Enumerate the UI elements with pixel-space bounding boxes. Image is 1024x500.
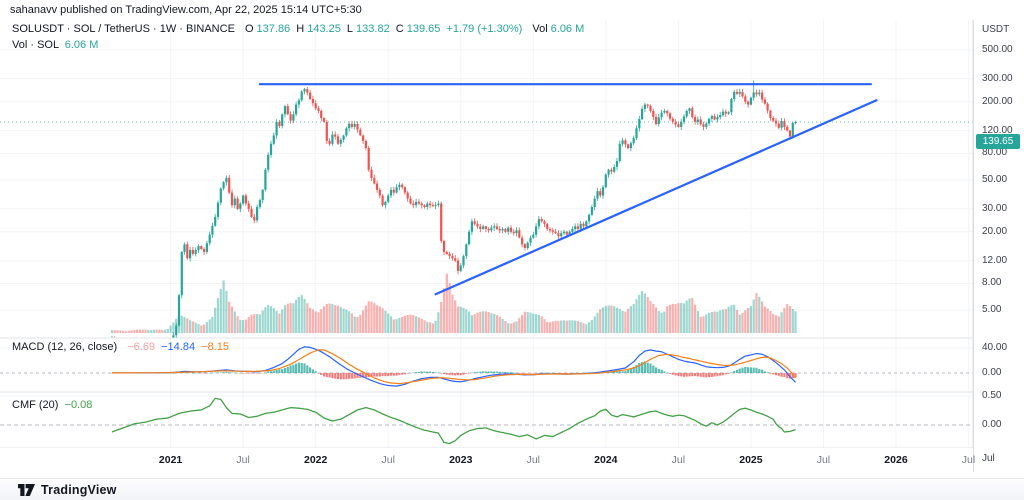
close-value: 139.65 xyxy=(406,23,441,35)
time-tick-2024: 2024 xyxy=(594,454,618,466)
macd-title[interactable]: MACD (12, 26, close) xyxy=(12,341,118,353)
open-label: O xyxy=(244,23,254,35)
price-tick-label: 5.00 xyxy=(982,304,1002,315)
low-value: 133.82 xyxy=(356,23,390,35)
time-tick-jul: Jul xyxy=(381,454,395,466)
price-tick-label: 12.00 xyxy=(982,254,1008,266)
cmf-tick-label: 0.50 xyxy=(982,390,1002,401)
close-label: C xyxy=(395,23,404,35)
time-tick-2022: 2022 xyxy=(303,454,328,466)
cmf-line xyxy=(111,397,796,445)
price-tick-label: 500.00 xyxy=(982,44,1013,55)
price-axis[interactable]: USDT 139.65 500.00 300.00 200.00 120.00 80.0… xyxy=(973,20,1024,472)
cmf-value: −0.08 xyxy=(64,399,93,411)
high-label: H xyxy=(296,23,305,35)
macd-tick-label: 40.00 xyxy=(982,342,1008,353)
tradingview-logo-icon[interactable] xyxy=(18,483,35,496)
change-value: +1.79 (+1.30%) xyxy=(446,23,523,35)
macd-tick-label: 0.00 xyxy=(982,367,1002,378)
cmf-title[interactable]: CMF (20) xyxy=(12,399,59,411)
time-tick-jul: Jul xyxy=(671,454,686,466)
price-tick-label: 20.00 xyxy=(982,225,1008,237)
time-tick-jul: Jul xyxy=(526,454,540,466)
symbol-title[interactable]: SOLUSDT · SOL / TetherUS · 1W · BINANCE xyxy=(12,23,235,35)
time-tick-jul: Jul xyxy=(961,454,976,466)
cmf-tick-label: 0.00 xyxy=(982,419,1002,430)
ascending-support xyxy=(434,99,878,296)
macd-legend[interactable]: MACD (12, 26, close) −6.69 −14.84 −8.15 xyxy=(12,341,229,353)
volume-value: 6.06 M xyxy=(550,23,585,35)
low-label: L xyxy=(346,23,354,35)
time-tick-label-axis: Jul xyxy=(982,453,995,464)
axis-currency-label: USDT xyxy=(982,24,1010,35)
publish-attribution: sahanavv published on TradingView.com, A… xyxy=(10,4,362,16)
time-tick-jul: Jul xyxy=(816,454,831,466)
time-axis[interactable]: 2021 Jul 2022 Jul 2023 Jul 2024 Jul 2025 Jul 2026 J… xyxy=(0,448,976,472)
price-tick-label: 200.00 xyxy=(982,95,1013,107)
cmf-legend[interactable]: CMF (20) −0.08 xyxy=(12,399,92,411)
candles xyxy=(111,80,797,338)
time-tick-2021: 2021 xyxy=(158,454,183,466)
volume-indicator-title[interactable]: Vol · SOL xyxy=(12,39,59,51)
volume-bars xyxy=(110,273,797,333)
last-price-badge: 139.65 xyxy=(976,134,1020,149)
volume-legend[interactable]: Vol · SOL 6.06 M xyxy=(12,39,98,51)
time-tick-2026: 2026 xyxy=(884,454,908,466)
high-value: 143.25 xyxy=(307,23,341,35)
price-tick-label: 30.00 xyxy=(982,202,1008,214)
volume-label: Vol xyxy=(532,23,548,35)
time-tick-jul: Jul xyxy=(236,454,250,466)
macd-hist-value: −6.69 xyxy=(127,341,156,353)
time-tick-2025: 2025 xyxy=(739,454,763,466)
tradingview-brand[interactable]: TradingView xyxy=(41,482,117,497)
time-tick-2023: 2023 xyxy=(449,454,473,466)
price-tick-label: 50.00 xyxy=(982,174,1008,185)
macd-line xyxy=(112,346,796,387)
price-tick-label: 300.00 xyxy=(982,72,1013,84)
open-value: 137.86 xyxy=(256,23,291,35)
macd-histogram xyxy=(110,361,797,380)
price-tick-label: 8.00 xyxy=(982,277,1002,289)
volume-indicator-value: 6.06 M xyxy=(64,39,99,51)
macd-signal-line xyxy=(112,349,796,385)
price-tick-label: 120.00 xyxy=(982,124,1013,136)
macd-signal-value: −8.15 xyxy=(201,341,229,353)
footer-bar: TradingView xyxy=(0,478,1024,500)
symbol-legend[interactable]: SOLUSDT · SOL / TetherUS · 1W · BINANCE … xyxy=(12,23,584,35)
price-tick-label: 80.00 xyxy=(982,147,1008,159)
macd-line-value: −14.84 xyxy=(161,341,196,353)
